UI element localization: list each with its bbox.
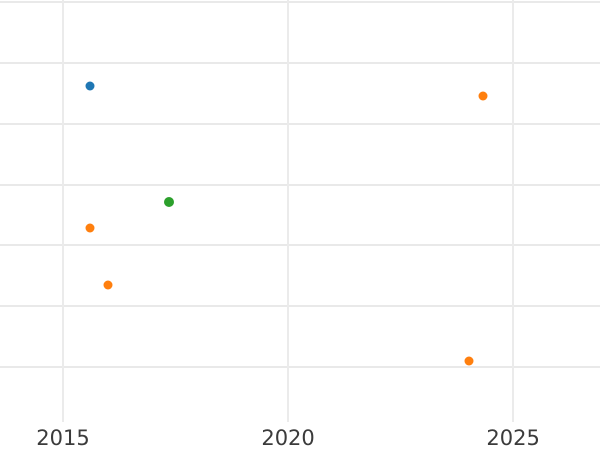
gridline-horizontal <box>0 1 600 4</box>
orange-series-point <box>478 91 488 101</box>
x-tick-label: 2020 <box>261 426 315 450</box>
orange-series-point <box>103 280 113 290</box>
gridline-vertical <box>512 0 515 422</box>
gridline-horizontal <box>0 244 600 247</box>
gridline-vertical <box>287 0 290 422</box>
blue-series-point <box>85 81 95 91</box>
gridline-horizontal <box>0 305 600 308</box>
x-tick-label: 2025 <box>486 426 540 450</box>
x-tick-label: 2015 <box>36 426 90 450</box>
orange-series-point <box>464 356 474 366</box>
gridline-vertical <box>62 0 65 422</box>
gridline-horizontal <box>0 62 600 65</box>
gridline-horizontal <box>0 365 600 368</box>
gridline-horizontal <box>0 183 600 186</box>
gridline-horizontal <box>0 122 600 125</box>
green-series-point <box>164 197 175 208</box>
orange-series-point <box>85 223 95 233</box>
